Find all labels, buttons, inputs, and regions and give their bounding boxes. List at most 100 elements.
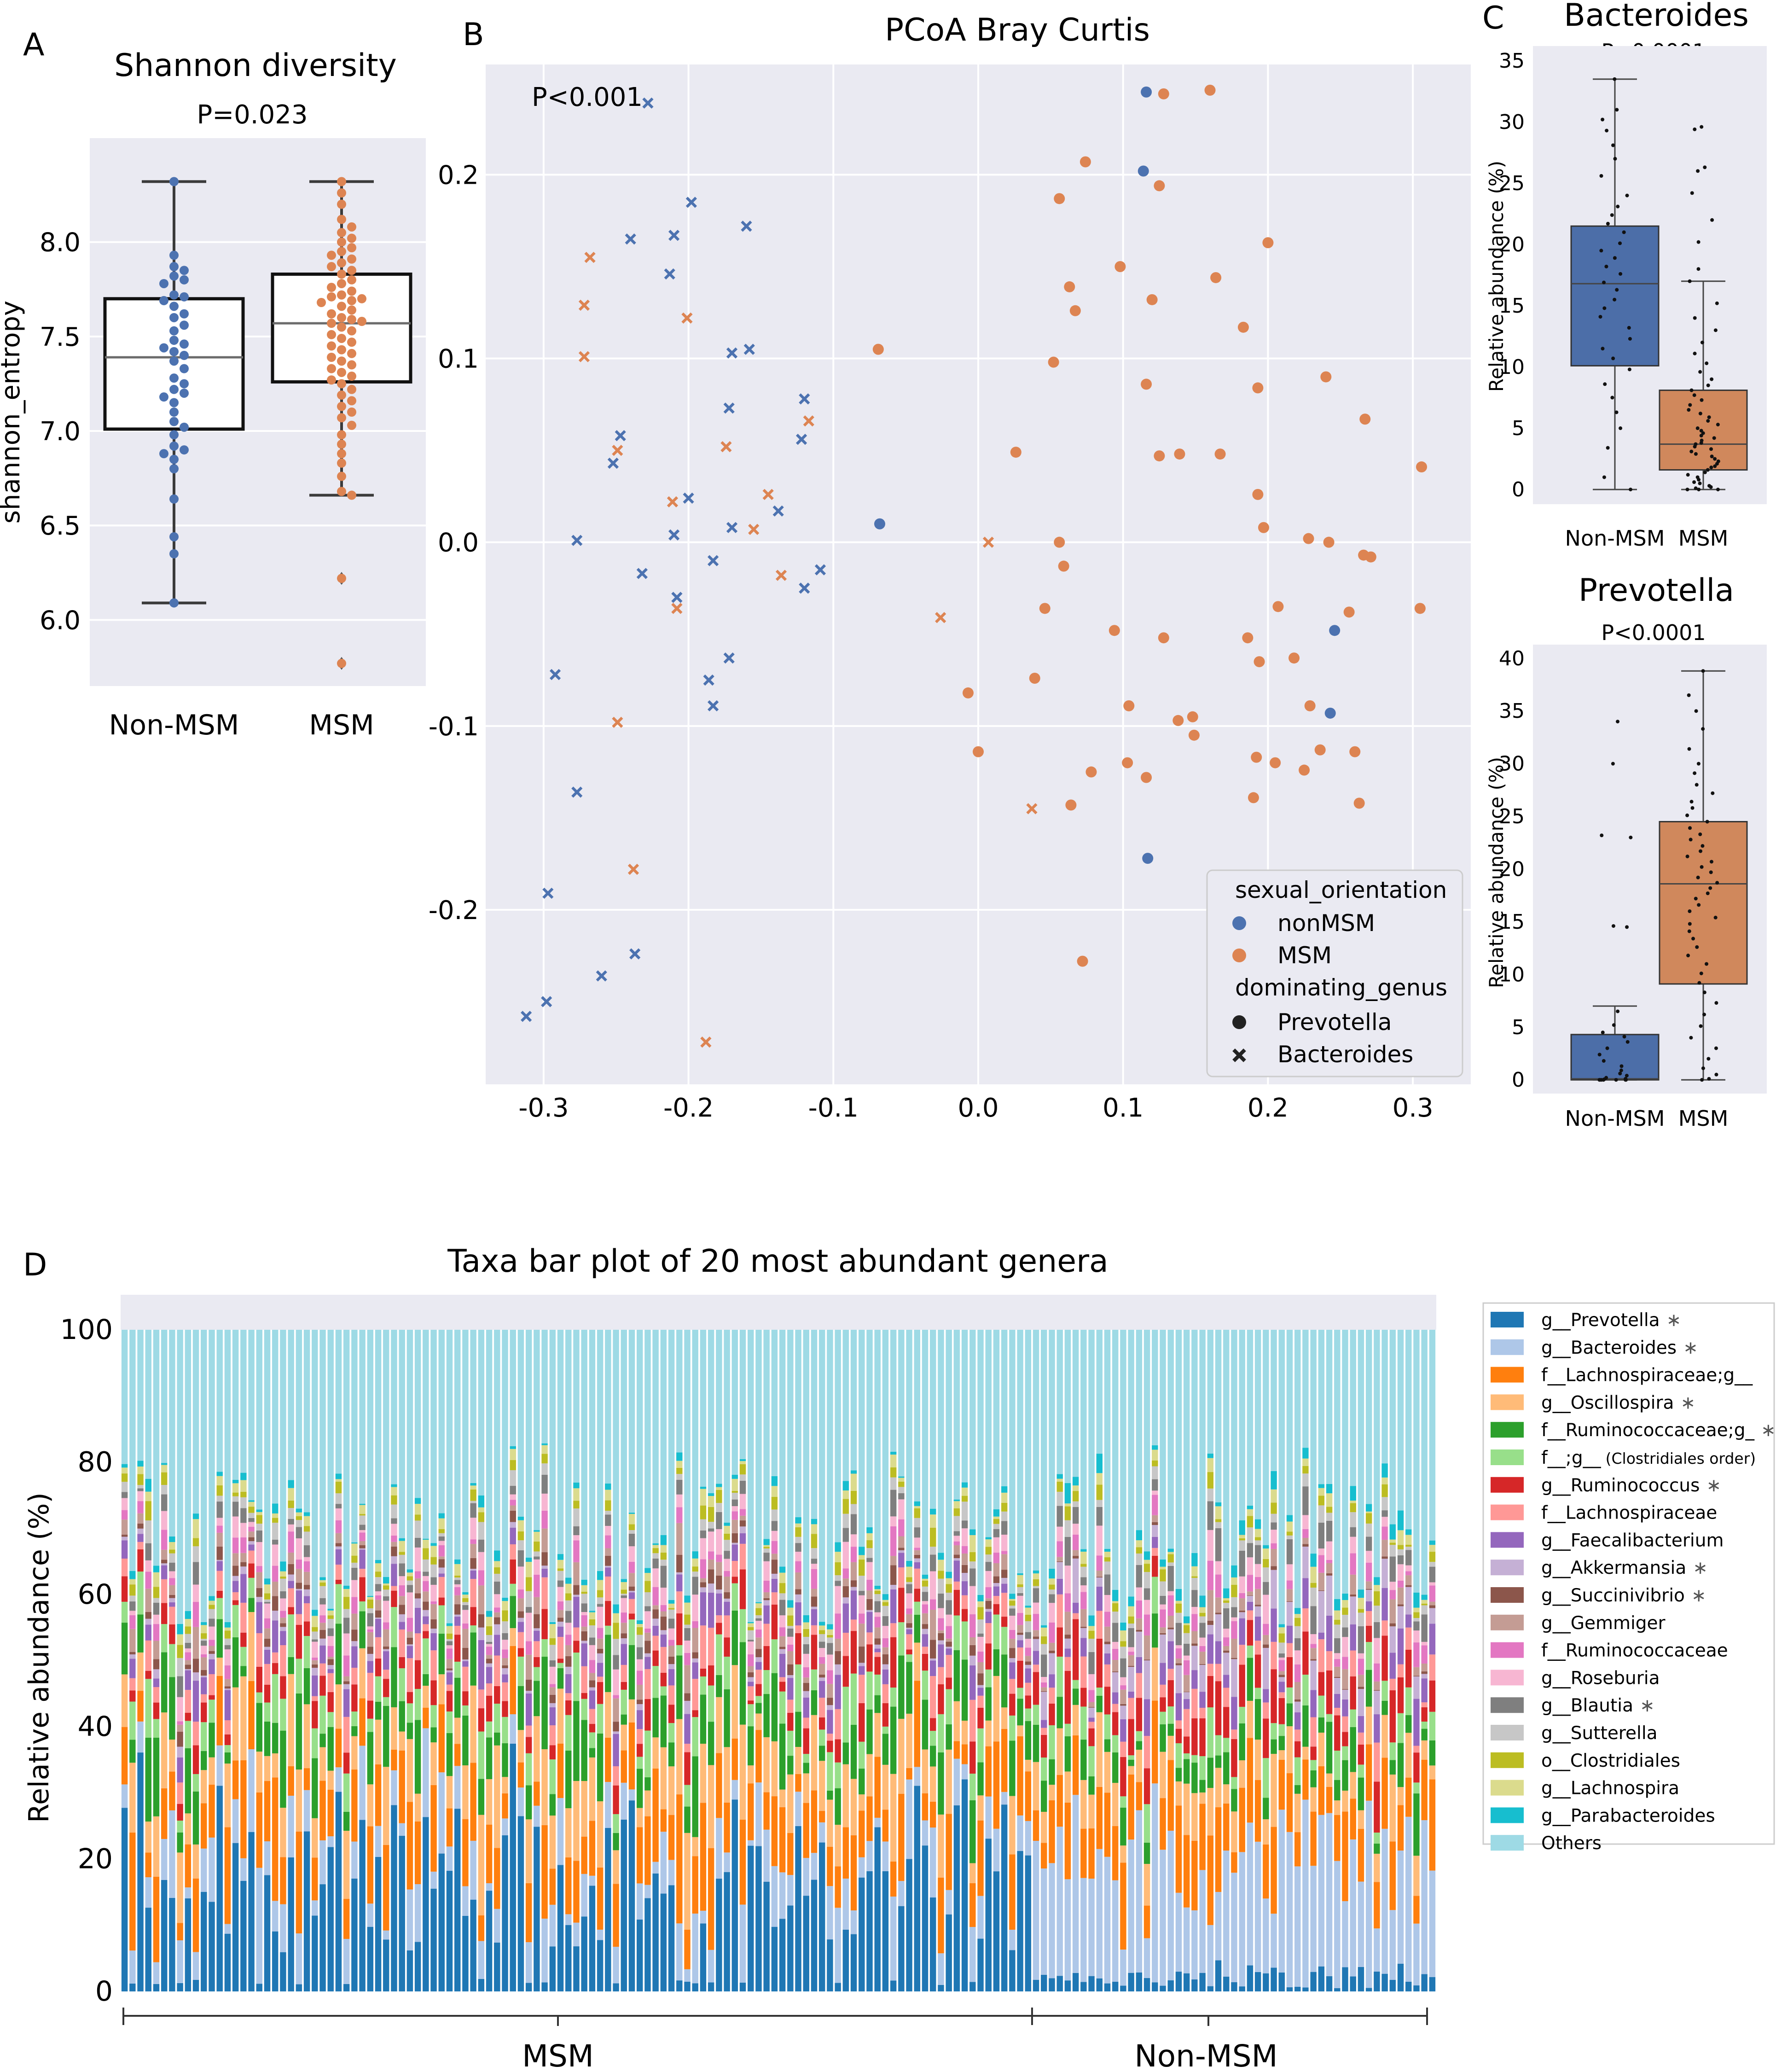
panel-c2-point [1706,891,1710,896]
panel-d-bar-segment [486,1663,493,1667]
panel-d-bar-segment [1191,1840,1198,1910]
panel-d-bar-segment-others [700,1330,707,1487]
panel-d-bar-segment [462,1915,469,1991]
panel-d-bar-segment [145,1589,151,1612]
panel-d-bar-segment [724,1540,730,1551]
panel-c2-point [1700,1078,1704,1082]
panel-d-bar-segment [842,1929,849,1991]
panel-d-bar-segment [1056,1697,1063,1729]
panel-d-bar-segment [494,1550,500,1561]
panel-d-bar-segment [248,1577,255,1598]
panel-d-bar-segment [605,1535,611,1548]
panel-d-bar-segment-others [209,1330,215,1596]
panel-d-bar-segment [1136,1698,1143,1731]
panel-d-bar-segment [216,1571,223,1591]
panel-d-bar-segment [153,1687,160,1703]
panel-d-bar-segment [803,1754,809,1763]
panel-d-bar-segment [1302,1546,1309,1578]
panel-a-point-msm [327,341,336,351]
panel-d-bar-segment [1009,1648,1016,1659]
panel-d-bar-segment [1175,1693,1182,1721]
panel-c1-point [1686,473,1690,477]
panel-d-bar-segment [335,1729,342,1768]
panel-d-bar-segment [859,1769,865,1795]
panel-d-bar-segment [1310,1717,1317,1747]
panel-d-bar-segment [423,1576,429,1581]
panel-d-bar-segment [1429,1765,1436,1780]
panel-d-bar-segment [795,1625,801,1633]
panel-d-bar-segment [1104,1574,1111,1595]
panel-d-bar-segment [922,1586,929,1592]
panel-d-bar [589,1330,596,1991]
panel-d-bar-segment [343,1618,350,1634]
panel-d-bar-segment [414,1547,421,1571]
panel-d-bar-segment [835,1581,841,1586]
panel-d-bar-segment [977,1633,984,1637]
point-stroke [612,716,623,728]
panel-d-bar-segment [1231,1777,1237,1789]
panel-c1-title: Bacteroides [1564,0,1749,34]
panel-d-bar-segment [811,1534,818,1548]
panel-d-bar-segment [510,1714,516,1744]
panel-b-point-msm-prevotella [1154,180,1165,192]
panel-d-bar [953,1330,960,1991]
panel-d-bar-segment [1104,1983,1111,1991]
panel-c2-point [1688,922,1692,926]
panel-d-bar-segment [1128,1719,1134,1756]
panel-d-ytick: 100 [60,1314,113,1346]
panel-d-bar-segment [898,1478,905,1482]
panel-d-bar-segment [581,1836,587,1874]
panel-d-bar [1207,1330,1214,1991]
panel-d-bar-segment [811,1548,818,1559]
panel-d-bar-segment [771,1541,778,1554]
panel-d-bar-segment [613,1698,619,1722]
panel-d-bar-segment [1080,1878,1087,1982]
panel-c1-point [1707,415,1711,419]
panel-d-bar-segment [216,1676,223,1746]
panel-b-point-nonmsm-bacteroides [707,555,719,566]
panel-d-bar-segment [1231,1697,1237,1730]
panel-d-bar-segment [1056,1627,1063,1657]
panel-d-bar-segment [517,1611,524,1618]
panel-a-point-msm [337,449,346,459]
panel-c2-point [1713,915,1718,920]
panel-a-point-msm [337,471,346,481]
panel-a-point-nonmsm [169,441,179,451]
panel-d-bar-segment [185,1652,192,1660]
panel-d-bar [359,1330,366,1991]
panel-d-bar-segment [1112,1826,1119,1880]
panel-d-bar-segment [1064,1612,1071,1635]
panel-d-bar-segment [454,1575,461,1577]
panel-d-bar-segment [1263,1844,1269,1899]
panel-d-bar-segment [1263,1582,1269,1595]
panel-d-bar-segment [201,1654,207,1658]
panel-d-bar-segment [636,1729,643,1744]
point-stroke [671,592,683,603]
panel-d-bar [430,1330,437,1991]
panel-c1-point [1716,488,1720,492]
panel-d-bar-segment [1033,1810,1039,1841]
panel-d-bar [1421,1330,1428,1991]
panel-d-bar-segment [914,1548,921,1550]
panel-d-bar [716,1330,722,1991]
panel-d-bar-segment [993,1553,1000,1563]
panel-c2-point [1689,800,1694,804]
panel-d-bar-segment [581,1641,587,1644]
panel-d-bar-segment [882,1810,889,1842]
panel-d-bar-segment [240,1537,247,1553]
panel-d-bar-segment [145,1520,151,1543]
panel-d-bar [256,1330,263,1991]
panel-d-bar-segment [557,1663,564,1668]
panel-a-point-msm [347,286,356,296]
panel-d-bar-segment [953,1741,960,1759]
panel-d-bar-segment [502,1633,508,1640]
panel-d-bar-segment [201,1694,207,1703]
panel-d-bar [946,1330,952,1991]
panel-d-bar-segment [541,1454,548,1464]
panel-d-bar-segment [597,1648,604,1653]
panel-d-bar-segment [573,1781,580,1861]
panel-d-bar-segment [708,1583,714,1593]
panel-d-bar-segment [280,1627,286,1631]
panel-d-bar [1389,1330,1396,1991]
panel-d-bar-segment [280,1676,286,1699]
